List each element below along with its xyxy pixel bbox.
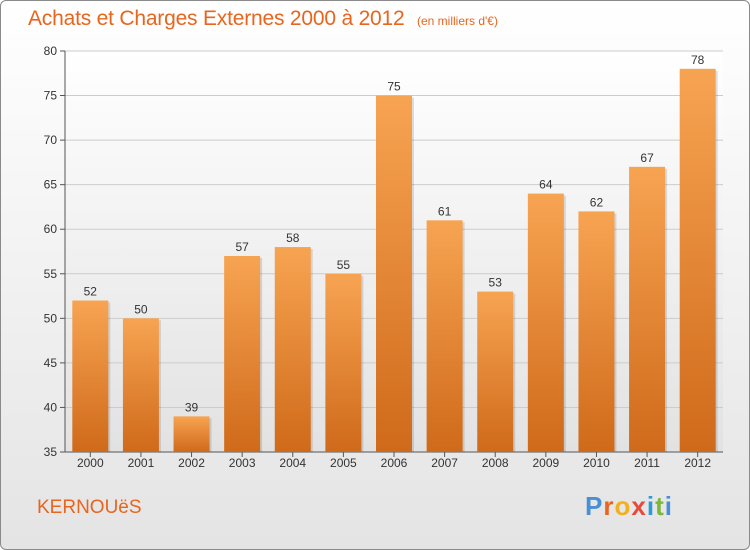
logo-letter: i xyxy=(646,491,656,521)
bar xyxy=(426,220,463,452)
proxiti-logo: Proxiti xyxy=(585,491,673,522)
xtick-label: 2004 xyxy=(279,456,306,470)
ytick-label: 80 xyxy=(44,44,58,58)
xtick-label: 2003 xyxy=(229,456,256,470)
data-label: 39 xyxy=(185,400,199,414)
logo-letter: i xyxy=(664,491,673,521)
xtick-label: 2012 xyxy=(684,456,711,470)
bar xyxy=(72,300,109,452)
bar-chart: 35 40 45 50 55 60 65 70 75 80 52 50 39 57 58 55 75 61 53 6… xyxy=(44,44,723,470)
xtick-label: 2000 xyxy=(77,456,104,470)
ytick-label: 75 xyxy=(44,89,58,103)
logo-letter: o xyxy=(614,491,632,521)
bar xyxy=(578,211,615,452)
bar xyxy=(527,193,564,453)
bar xyxy=(224,255,261,452)
ytick-label: 60 xyxy=(44,222,58,236)
data-label: 58 xyxy=(286,231,300,245)
data-label: 52 xyxy=(84,285,98,299)
xtick-label: 2006 xyxy=(381,456,408,470)
data-label: 57 xyxy=(235,240,249,254)
xtick-label: 2002 xyxy=(178,456,205,470)
ytick-label: 50 xyxy=(44,311,58,325)
ytick-label: 40 xyxy=(44,400,58,414)
xtick-label: 2010 xyxy=(583,456,610,470)
ytick-label: 35 xyxy=(44,445,58,459)
chart-subtitle: (en milliers d'€) xyxy=(417,14,498,28)
data-label: 67 xyxy=(640,151,654,165)
xtick-label: 2009 xyxy=(532,456,559,470)
data-label: 75 xyxy=(387,80,401,94)
bar xyxy=(629,166,666,452)
data-label: 50 xyxy=(134,302,148,316)
logo-letter: P xyxy=(585,491,604,521)
ytick-label: 65 xyxy=(44,178,58,192)
ytick-label: 45 xyxy=(44,356,58,370)
xtick-label: 2011 xyxy=(634,456,660,470)
data-label: 62 xyxy=(590,195,604,209)
bar xyxy=(173,416,210,452)
logo-letter: t xyxy=(655,491,665,521)
bar xyxy=(477,291,514,452)
commune-name: KERNOUëS xyxy=(37,497,142,518)
chart-title: Achats et Charges Externes 2000 à 2012 xyxy=(28,7,405,30)
data-label: 55 xyxy=(337,258,351,272)
logo-letter: x xyxy=(631,491,647,521)
data-label: 78 xyxy=(691,53,705,67)
bar xyxy=(274,247,311,452)
ytick-label: 70 xyxy=(44,133,58,147)
data-label: 64 xyxy=(539,178,553,192)
data-label: 53 xyxy=(489,276,503,290)
ytick-label: 55 xyxy=(44,267,58,281)
xtick-label: 2001 xyxy=(128,456,155,470)
bar xyxy=(122,318,159,452)
xtick-label: 2007 xyxy=(431,456,458,470)
logo-letter: r xyxy=(603,491,615,521)
bar xyxy=(376,95,412,453)
bar xyxy=(679,68,716,453)
data-label: 61 xyxy=(438,204,452,218)
xtick-label: 2008 xyxy=(482,456,509,470)
bar xyxy=(325,273,362,452)
xtick-label: 2005 xyxy=(330,456,357,470)
